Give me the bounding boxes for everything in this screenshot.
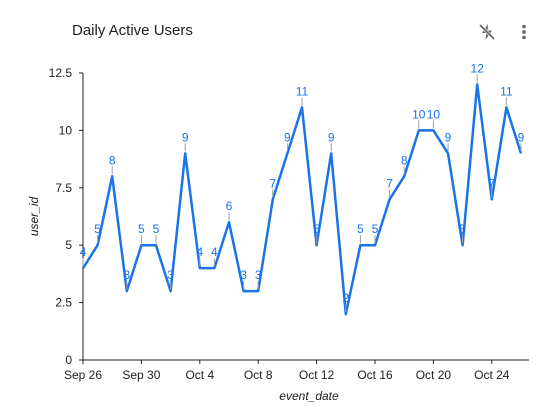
- data-label: 3: [240, 268, 247, 282]
- data-label: 9: [328, 130, 335, 144]
- data-label: 9: [182, 130, 189, 144]
- data-label: 12: [471, 61, 485, 75]
- data-label: 5: [313, 222, 320, 236]
- data-label: 11: [296, 84, 309, 98]
- more-vert-icon[interactable]: [512, 20, 536, 44]
- data-label: 5: [372, 222, 379, 236]
- series-line: [81, 83, 523, 316]
- x-tick-label: Oct 20: [416, 368, 452, 382]
- data-label: 3: [255, 268, 262, 282]
- data-label: 8: [109, 153, 116, 167]
- x-tick-label: Oct 4: [185, 368, 214, 382]
- data-label: 4: [211, 245, 218, 259]
- y-tick-label: 0: [65, 353, 72, 367]
- data-label: 7: [386, 176, 393, 190]
- data-label: 6: [226, 199, 233, 213]
- data-label: 10: [412, 107, 426, 121]
- data-label: 5: [94, 222, 101, 236]
- data-label: 2: [342, 291, 349, 305]
- y-tick-label: 2.5: [55, 296, 72, 310]
- lightning-off-icon[interactable]: [475, 20, 499, 44]
- x-tick-label: Oct 24: [474, 368, 510, 382]
- data-label: 5: [357, 222, 364, 236]
- data-label: 11: [500, 84, 513, 98]
- data-label: 7: [269, 176, 276, 190]
- data-label: 9: [445, 130, 452, 144]
- y-axis-label: user_id: [27, 196, 41, 236]
- data-label: 4: [80, 245, 87, 259]
- y-tick-label: 7.5: [55, 181, 72, 195]
- data-label: 5: [153, 222, 160, 236]
- y-tick-label: 10: [59, 123, 73, 137]
- data-label: 5: [138, 222, 145, 236]
- x-tick-label: Oct 8: [244, 368, 273, 382]
- x-axis-label: event_date: [279, 389, 339, 403]
- y-tick-label: 12.5: [49, 66, 73, 80]
- data-label: 9: [518, 130, 525, 144]
- x-tick-label: Sep 26: [64, 368, 102, 382]
- data-label: 5: [459, 222, 466, 236]
- x-tick-label: Sep 30: [122, 368, 160, 382]
- x-tick-label: Oct 12: [299, 368, 335, 382]
- x-tick-label: Oct 16: [357, 368, 393, 382]
- data-label: 4: [196, 245, 203, 259]
- chart-title: Daily Active Users: [72, 22, 193, 39]
- data-label: 3: [123, 268, 130, 282]
- data-label: 7: [488, 176, 495, 190]
- data-label: 8: [401, 153, 408, 167]
- data-label: 9: [284, 130, 291, 144]
- data-label: 10: [427, 107, 441, 121]
- data-label: 3: [167, 268, 174, 282]
- y-tick-label: 5: [65, 238, 72, 252]
